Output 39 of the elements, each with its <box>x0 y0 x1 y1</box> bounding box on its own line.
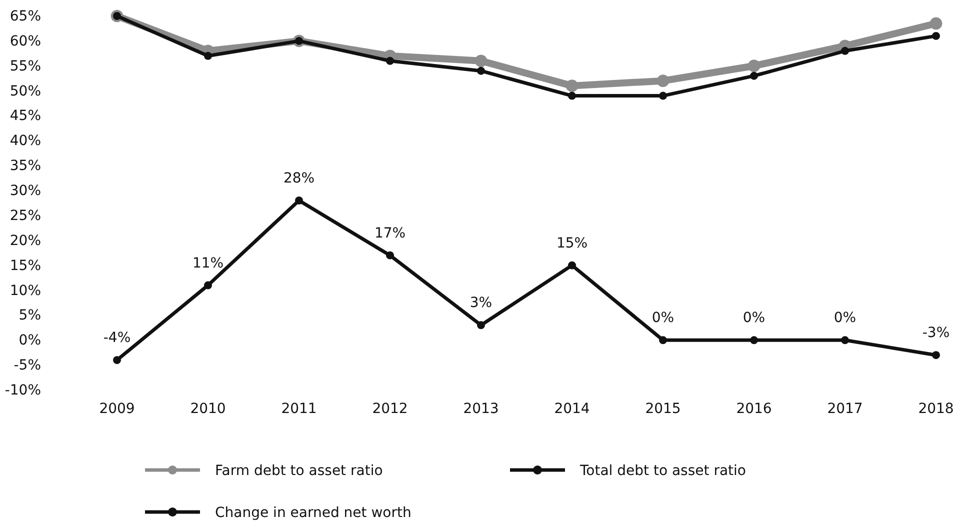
data-label: 11% <box>192 255 224 272</box>
y-tick-label: 20% <box>10 232 41 249</box>
x-tick-label: 2015 <box>645 401 681 417</box>
x-tick-label: 2018 <box>918 401 954 417</box>
y-tick-label: 5% <box>18 308 41 324</box>
y-tick-label: 0% <box>18 332 41 349</box>
y-tick-label: 65% <box>10 8 41 24</box>
y-tick-label: 50% <box>10 83 41 100</box>
y-tick-label: -10% <box>4 382 41 398</box>
legend-label: Farm debt to asset ratio <box>215 462 383 479</box>
data-label: -3% <box>922 325 950 342</box>
y-tick-label: 40% <box>10 133 41 150</box>
x-tick-label: 2011 <box>281 401 317 417</box>
x-tick-label: 2010 <box>190 401 226 417</box>
legend-label: Change in earned net worth <box>215 504 412 521</box>
data-label: 17% <box>374 225 406 242</box>
y-tick-label: -5% <box>14 358 41 374</box>
y-tick-label: 10% <box>10 282 41 299</box>
data-label: -4% <box>103 330 131 346</box>
data-label: 3% <box>470 295 492 312</box>
y-tick-label: 30% <box>10 183 41 200</box>
x-tick-label: 2013 <box>463 401 499 417</box>
x-tick-label: 2017 <box>827 401 863 417</box>
x-tick-label: 2012 <box>372 401 408 417</box>
data-label: 0% <box>742 310 766 326</box>
legend-label: Total debt to asset ratio <box>579 462 746 479</box>
y-tick-label: 35% <box>10 158 41 174</box>
y-tick-label: 45% <box>10 108 41 124</box>
x-tick-label: 2016 <box>736 401 772 417</box>
data-label: 28% <box>283 170 315 187</box>
x-tick-label: 2009 <box>99 401 135 417</box>
y-tick-label: 60% <box>10 33 41 50</box>
y-tick-label: 25% <box>10 208 41 224</box>
y-tick-label: 15% <box>10 258 41 274</box>
x-tick-label: 2014 <box>554 401 590 417</box>
data-label: 15% <box>556 235 588 252</box>
data-label: 0% <box>834 310 856 326</box>
y-tick-label: 55% <box>10 58 41 74</box>
data-label: 0% <box>652 310 674 326</box>
